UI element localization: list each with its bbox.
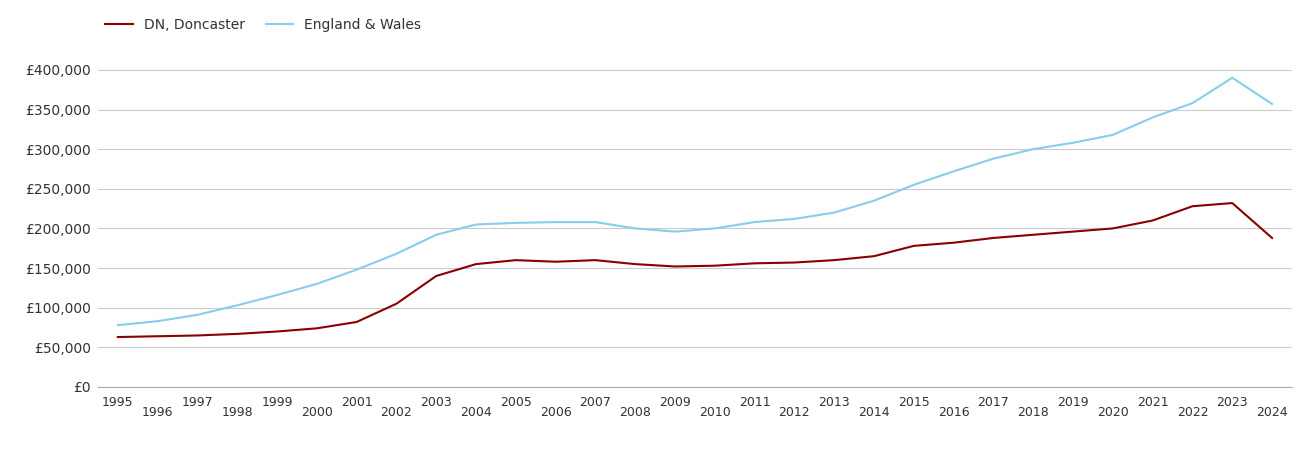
England & Wales [985,156,1001,162]
England & Wales [428,232,444,238]
DN, Doncaster [787,260,803,265]
DN, Doncaster [985,235,1001,241]
England & Wales [189,312,205,318]
England & Wales [348,267,364,272]
England & Wales [667,229,683,234]
DN, Doncaster [508,257,523,263]
England & Wales [746,220,762,225]
DN, Doncaster [628,261,643,267]
England & Wales [269,292,284,298]
DN, Doncaster [1224,200,1240,206]
DN, Doncaster [867,253,882,259]
DN, Doncaster [667,264,683,269]
England & Wales [707,226,723,231]
England & Wales [110,323,125,328]
England & Wales [548,220,564,225]
England & Wales [389,251,405,256]
DN, Doncaster [1265,235,1280,241]
England & Wales [826,210,842,215]
England & Wales [468,222,484,227]
England & Wales [1065,140,1081,145]
England & Wales [628,226,643,231]
DN, Doncaster [1065,229,1081,234]
DN, Doncaster [189,333,205,338]
DN, Doncaster [587,257,603,263]
England & Wales [230,303,245,308]
DN, Doncaster [707,263,723,268]
DN, Doncaster [110,334,125,340]
Legend: DN, Doncaster, England & Wales: DN, Doncaster, England & Wales [104,18,422,32]
DN, Doncaster [906,243,921,248]
England & Wales [867,198,882,203]
England & Wales [1026,146,1041,152]
DN, Doncaster [946,240,962,245]
DN, Doncaster [746,261,762,266]
England & Wales [150,319,166,324]
England & Wales [1144,115,1160,120]
DN, Doncaster [309,326,325,331]
DN, Doncaster [348,320,364,325]
England & Wales [946,169,962,174]
England & Wales [787,216,803,221]
DN, Doncaster [150,333,166,339]
Line: DN, Doncaster: DN, Doncaster [117,203,1272,337]
England & Wales [1265,101,1280,107]
England & Wales [1224,75,1240,81]
DN, Doncaster [1105,226,1121,231]
DN, Doncaster [389,301,405,306]
DN, Doncaster [468,261,484,267]
DN, Doncaster [230,331,245,337]
England & Wales [508,220,523,225]
DN, Doncaster [1144,218,1160,223]
DN, Doncaster [1185,203,1201,209]
DN, Doncaster [1026,232,1041,238]
England & Wales [309,281,325,287]
DN, Doncaster [428,273,444,279]
England & Wales [906,182,921,188]
England & Wales [587,220,603,225]
England & Wales [1105,132,1121,138]
DN, Doncaster [548,259,564,265]
Line: England & Wales: England & Wales [117,78,1272,325]
England & Wales [1185,100,1201,106]
DN, Doncaster [826,257,842,263]
DN, Doncaster [269,329,284,334]
